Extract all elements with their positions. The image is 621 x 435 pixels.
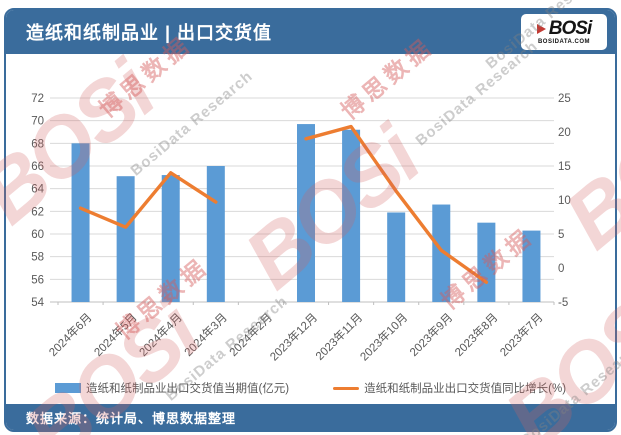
- footer-bar: 数据来源：统计局、博思数据整理: [6, 404, 615, 430]
- logo-subtext: BOSIDATA.COM: [537, 39, 591, 45]
- data-source-text: 数据来源：统计局、博思数据整理: [26, 410, 237, 426]
- legend-line-label: 造纸和纸制品业出口交货值同比增长(%): [364, 383, 567, 395]
- legend-item-bar: 造纸和纸制品业出口交货值当期值(亿元): [54, 380, 290, 396]
- page-title: 造纸和纸制品业 | 出口交货值: [26, 23, 273, 43]
- bosi-logo: BOSi BOSIDATA.COM: [521, 14, 607, 50]
- header-bar: 造纸和纸制品业 | 出口交货值 BOSi BOSIDATA.COM: [6, 10, 615, 54]
- legend-bar-label: 造纸和纸制品业出口交货值当期值(亿元): [85, 383, 290, 395]
- legend-item-line: 造纸和纸制品业出口交货值同比增长(%): [333, 380, 566, 396]
- report-card: 造纸和纸制品业 | 出口交货值 BOSi BOSIDATA.COM 造纸和纸制品…: [4, 8, 617, 432]
- legend-line-swatch: [333, 386, 360, 390]
- logo-text: BOSi: [548, 18, 592, 39]
- legend-bar-swatch: [54, 383, 81, 393]
- logo-triangle-icon: [536, 23, 546, 34]
- chart-legend: 造纸和纸制品业出口交货值当期值(亿元) 造纸和纸制品业出口交货值同比增长(%): [6, 380, 615, 396]
